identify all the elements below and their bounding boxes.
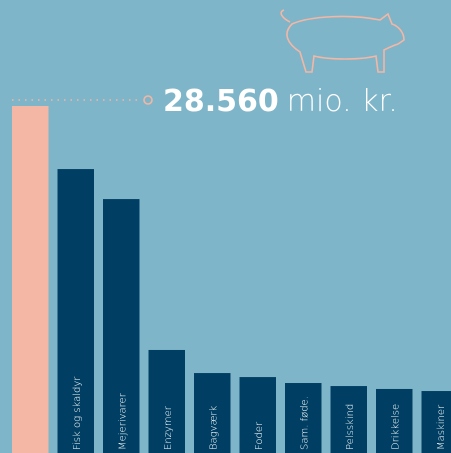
chart: 28.560mio. kr. Fisk og skaldyr Mejerivarer…	[0, 0, 451, 453]
category-label: Foder	[254, 421, 265, 450]
bar	[12, 106, 49, 453]
category-label: Fisk og skaldyr	[72, 376, 83, 450]
category-label: Sam. føde.	[299, 396, 310, 450]
category-label: Maskiner	[436, 404, 447, 450]
category-label: Mejerivarer	[117, 392, 128, 450]
value-unit: mio. kr.	[287, 84, 398, 119]
value-number: 28.560	[163, 84, 279, 119]
category-label: Drikkelse	[390, 404, 401, 450]
category-label: Pelsskind	[345, 404, 356, 450]
category-label: Enzymer	[163, 405, 174, 450]
category-label: Bagværk	[208, 405, 219, 450]
